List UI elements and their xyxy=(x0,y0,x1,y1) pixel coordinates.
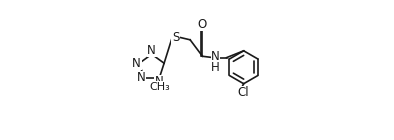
Text: N: N xyxy=(137,71,146,84)
Text: N: N xyxy=(147,44,156,57)
Text: H: H xyxy=(211,61,220,74)
Text: N: N xyxy=(211,50,220,63)
Text: N: N xyxy=(132,57,141,70)
Text: N: N xyxy=(155,75,164,88)
Text: CH₃: CH₃ xyxy=(150,82,171,92)
Text: Cl: Cl xyxy=(237,86,249,99)
Text: S: S xyxy=(172,31,179,44)
Text: O: O xyxy=(198,18,207,31)
